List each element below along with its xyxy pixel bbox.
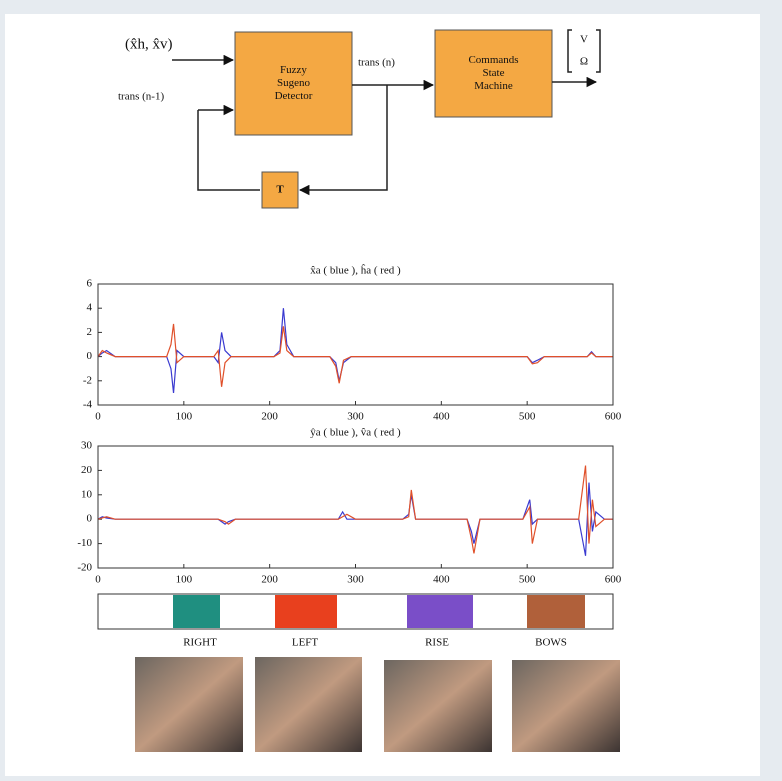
class-swatch <box>173 595 220 628</box>
x-tick-label: 500 <box>519 411 536 423</box>
x-tick-label: 200 <box>261 411 278 423</box>
feedback-label: trans (n-1) <box>118 91 164 103</box>
y-tick-label: 2 <box>87 326 93 338</box>
x-tick-label: 600 <box>605 574 622 586</box>
y-tick-label: 0 <box>87 350 93 362</box>
node-label: T <box>276 184 284 196</box>
y-tick-label: -4 <box>83 399 93 411</box>
class-label: LEFT <box>292 637 319 649</box>
node-label: Detector <box>275 90 313 102</box>
y-tick-label: 4 <box>87 302 93 314</box>
x-tick-label: 400 <box>433 574 450 586</box>
y-tick-label: 10 <box>81 488 93 500</box>
trans-label: trans (n) <box>358 57 395 69</box>
page: (x̂h, x̂v) trans (n-1) trans (n) V Ω Fuz… <box>0 0 782 781</box>
node-label: Fuzzy <box>280 64 307 76</box>
photo-left <box>255 657 362 752</box>
class-label: RISE <box>425 637 449 649</box>
y-tick-label: -10 <box>77 537 92 549</box>
x-tick-label: 100 <box>176 574 193 586</box>
chart-title: ŷa ( blue ), v̂a ( red ) <box>310 427 401 439</box>
x-tick-label: 300 <box>347 411 364 423</box>
class-swatch <box>527 595 585 628</box>
chart-title: x̂a ( blue ), ĥa ( red ) <box>310 264 401 277</box>
panel <box>5 14 760 776</box>
photo-right <box>135 657 243 752</box>
x-tick-label: 600 <box>605 411 622 423</box>
photo-bows <box>512 660 620 752</box>
y-tick-label: -2 <box>83 374 92 386</box>
class-swatch <box>407 595 473 628</box>
class-swatch <box>275 595 337 628</box>
x-tick-label: 0 <box>95 411 101 423</box>
figure: (x̂h, x̂v) trans (n-1) trans (n) V Ω Fuz… <box>0 0 782 776</box>
x-tick-label: 500 <box>519 574 536 586</box>
x-tick-label: 0 <box>95 574 101 586</box>
y-tick-label: -20 <box>77 562 92 574</box>
x-tick-label: 400 <box>433 411 450 423</box>
node-label: State <box>483 67 505 79</box>
x-tick-label: 200 <box>261 574 278 586</box>
y-tick-label: 6 <box>87 278 93 290</box>
y-tick-label: 0 <box>87 513 93 525</box>
class-label: RIGHT <box>183 637 217 649</box>
node-label: Machine <box>474 80 513 92</box>
x-tick-label: 300 <box>347 574 364 586</box>
node-label: Sugeno <box>277 77 311 89</box>
input-label: (x̂h, x̂v) <box>125 36 173 52</box>
x-tick-label: 100 <box>176 411 193 423</box>
photo-rise <box>384 660 492 752</box>
node-label: Commands <box>468 54 518 66</box>
y-tick-label: 30 <box>81 440 93 452</box>
class-label: BOWS <box>535 637 567 649</box>
output-omega: Ω <box>580 56 588 68</box>
output-v: V <box>580 34 588 46</box>
y-tick-label: 20 <box>81 464 93 476</box>
